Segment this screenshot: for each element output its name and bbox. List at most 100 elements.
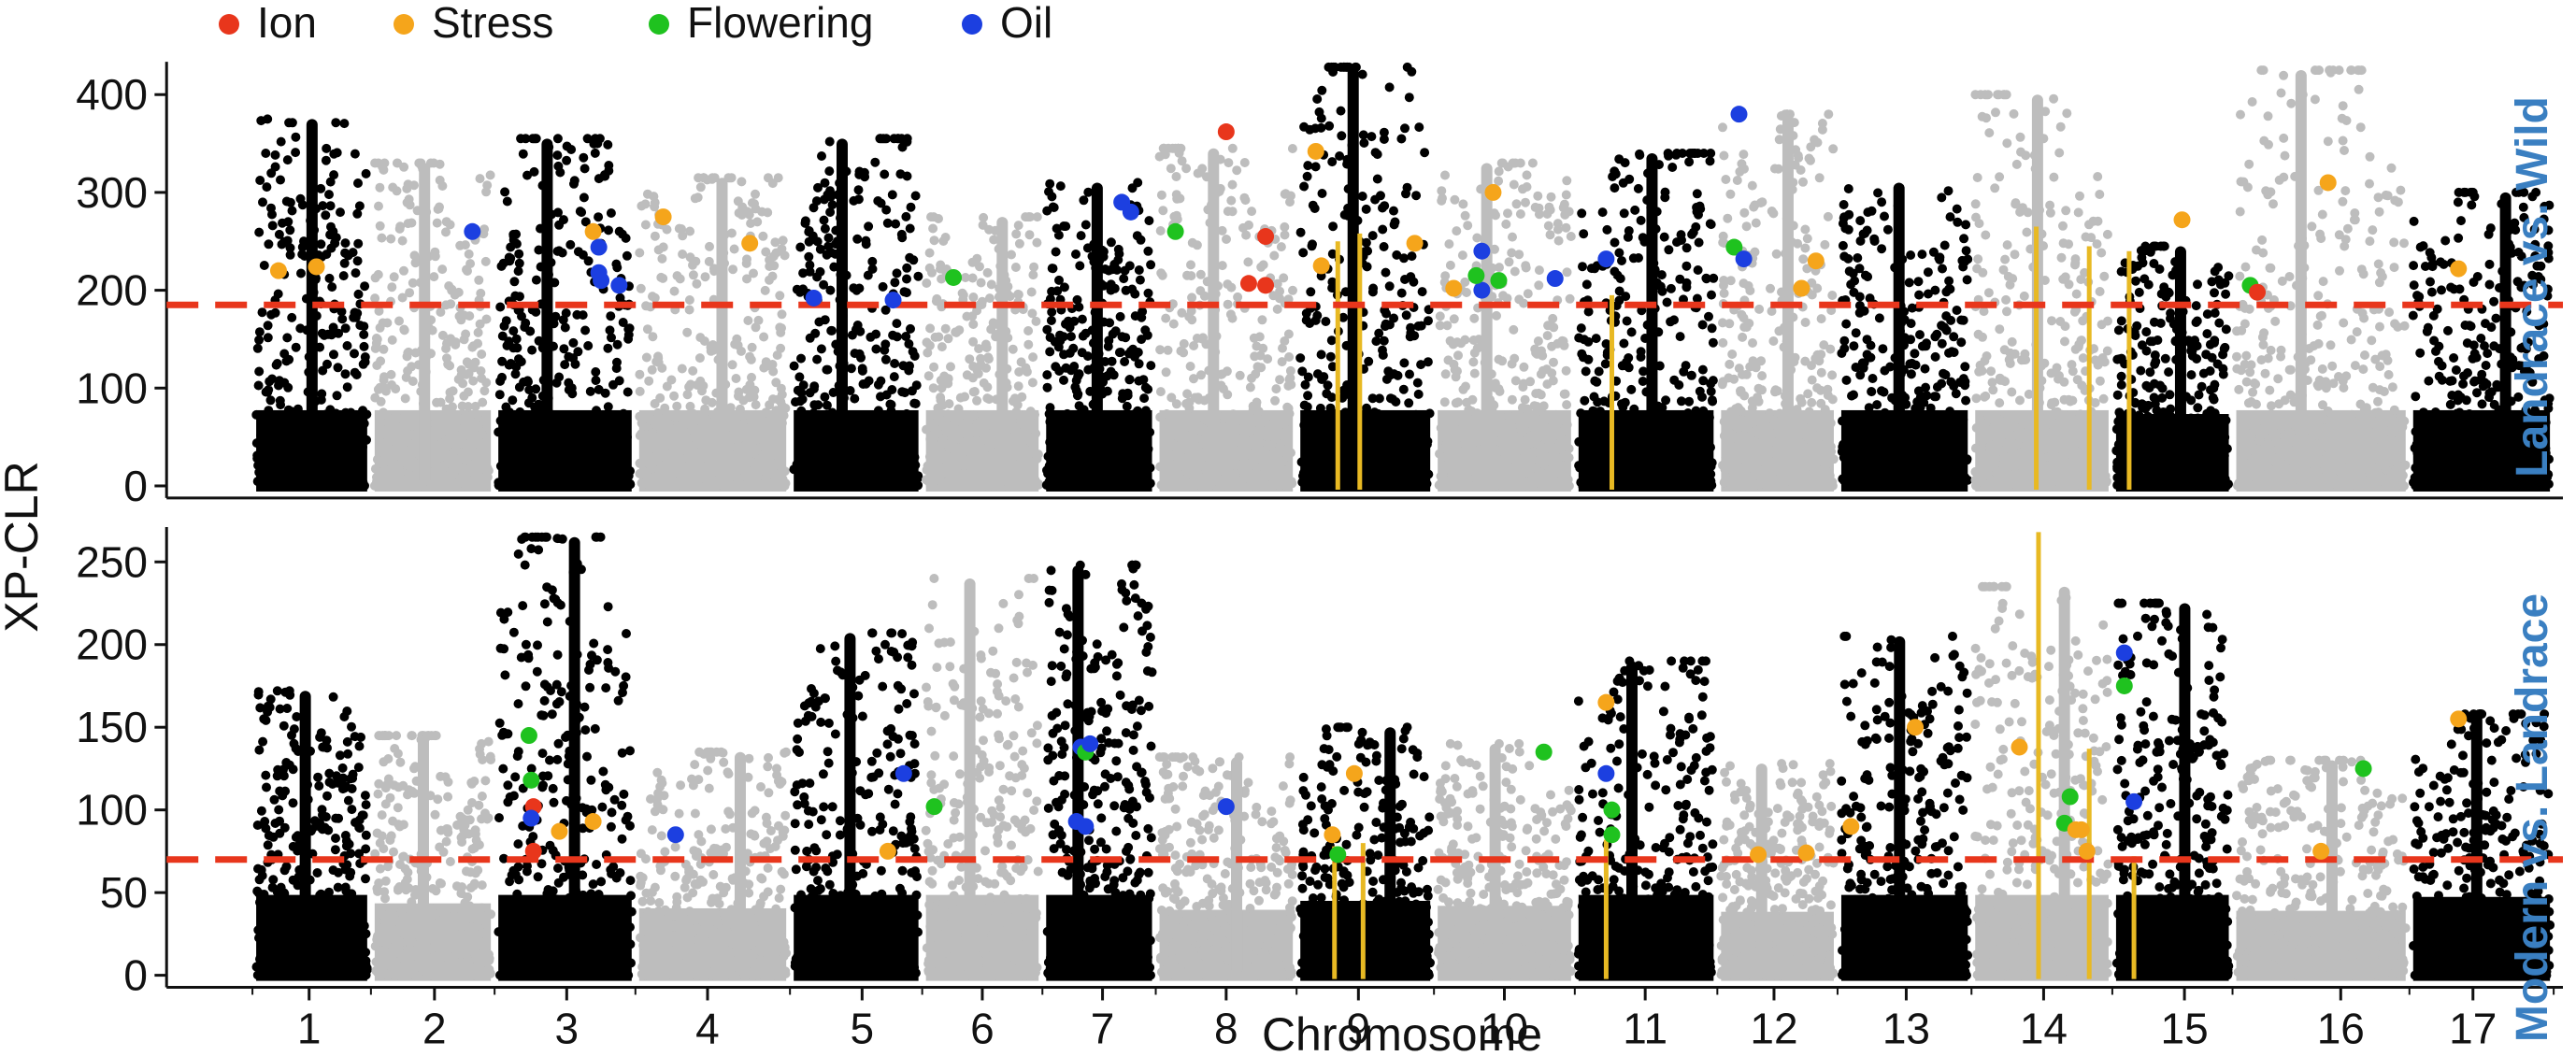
chromosome-7-peak — [1091, 182, 1103, 486]
chromosome-11-peak — [1625, 661, 1638, 976]
gene-point-stress — [741, 235, 759, 252]
legend-swatch-flowering — [649, 14, 669, 35]
gene-point-oil — [1122, 203, 1139, 221]
gene-point-oil — [1077, 818, 1095, 835]
chromosome-2-peak — [419, 163, 431, 486]
gene-point-stress — [2011, 738, 2028, 756]
gene-point-oil — [2115, 644, 2133, 662]
gene-point-stress — [2450, 260, 2468, 278]
gene-point-stress — [2312, 842, 2330, 860]
gene-point-stress — [551, 822, 568, 840]
gene-point-stress — [1597, 693, 1615, 711]
gene-point-stress — [1312, 257, 1330, 275]
gene-point-stress — [879, 842, 896, 860]
x-tick-label: 3 — [555, 1004, 580, 1052]
x-tick-label: 5 — [851, 1004, 875, 1052]
gene-point-oil — [894, 764, 912, 782]
gene-point-stress — [2319, 174, 2337, 192]
chromosome-16-peak — [2295, 70, 2307, 486]
chromosome-9-points — [1295, 722, 1435, 980]
gene-point-oil — [590, 238, 608, 256]
chromosome-14-peak — [2058, 586, 2070, 976]
x-tick-label: 16 — [2317, 1004, 2365, 1052]
y-tick-label: 50 — [100, 868, 148, 917]
chromosome-3-points — [494, 134, 636, 492]
y-tick-label: 0 — [123, 951, 148, 1000]
chromosome-1-peak — [306, 119, 318, 486]
gene-point-oil — [666, 826, 684, 844]
gene-point-oil — [884, 292, 902, 309]
y-tick-label: 400 — [76, 70, 148, 119]
chromosome-9-peak — [1347, 66, 1359, 486]
gene-point-oil — [1546, 270, 1564, 288]
x-tick-label: 12 — [1750, 1004, 1797, 1052]
gene-point-oil — [1597, 764, 1615, 782]
gene-point-oil — [1473, 242, 1491, 260]
chromosome-8-peak — [1208, 148, 1220, 486]
y-tick-label: 250 — [76, 537, 148, 586]
legend: Ion Stress Flowering Oil — [219, 0, 1052, 47]
y-tick-label: 300 — [76, 168, 148, 217]
chromosome-10-peak — [1481, 163, 1493, 486]
chromosome-9-peak — [1384, 727, 1396, 976]
gene-point-oil — [1735, 250, 1753, 268]
gene-point-stress — [1307, 142, 1324, 160]
legend-swatch-oil — [962, 14, 982, 35]
chromosome-15-points — [2111, 598, 2234, 980]
gene-point-flowering — [1535, 743, 1553, 761]
chromosome-13-points — [1837, 184, 1973, 492]
gene-point-flowering — [1329, 846, 1347, 863]
chromosome-4-peak — [734, 751, 746, 976]
y-tick-label: 200 — [76, 621, 148, 669]
legend-label-oil: Oil — [1000, 0, 1052, 47]
gene-point-oil — [610, 277, 628, 294]
gene-point-stress — [584, 813, 602, 831]
x-tick-label: 15 — [2161, 1004, 2209, 1052]
chromosome-1-points — [251, 114, 372, 491]
y-tick-label: 0 — [123, 462, 148, 510]
gene-point-flowering — [1603, 826, 1621, 844]
chromosome-7-peak — [1072, 564, 1084, 976]
y-tick-label: 100 — [76, 364, 148, 412]
gene-point-stress — [584, 222, 602, 240]
gene-point-flowering — [520, 727, 537, 745]
gene-point-oil — [464, 222, 481, 240]
gene-point-ion — [524, 842, 542, 860]
chromosome-17-peak — [2499, 192, 2512, 486]
chromosome-17-points — [2408, 187, 2555, 491]
gene-point-stress — [1797, 844, 1815, 862]
chromosome-12-peak — [1755, 763, 1767, 976]
gene-point-stress — [2450, 710, 2468, 728]
legend-item-stress: Stress — [394, 0, 553, 47]
legend-item-ion: Ion — [219, 0, 317, 47]
chromosome-6-peak — [964, 578, 976, 976]
x-axis: 1 2 3 4 5 6 7 8 9 10 11 12 13 14 15 16 17 — [251, 987, 2555, 1052]
gene-point-flowering — [2115, 677, 2133, 694]
chromosome-7-points — [1041, 178, 1156, 491]
gene-point-oil — [805, 289, 823, 307]
chromosome-16-peak — [2326, 760, 2338, 976]
legend-label-stress: Stress — [432, 0, 553, 47]
chromosome-14-points — [1970, 90, 2112, 491]
chromosome-13-peak — [1893, 182, 1905, 486]
gene-point-flowering — [945, 268, 963, 286]
gene-point-stress — [654, 208, 672, 226]
chromosome-4-points — [636, 747, 792, 980]
chromosome-11-points — [1573, 656, 1718, 980]
y-tick-label: 150 — [76, 703, 148, 751]
gene-point-stress — [1793, 279, 1810, 297]
chromosome-15-peak — [2174, 246, 2186, 486]
chromosome-12-points — [1717, 109, 1839, 491]
gene-point-flowering — [925, 798, 943, 816]
gene-point-stress — [269, 262, 287, 279]
gene-point-oil — [1081, 735, 1099, 752]
chromosome-5-points — [790, 628, 923, 980]
chromosome-11-peak — [1646, 153, 1658, 486]
gene-point-stress — [1807, 252, 1825, 270]
chromosome-2-points — [369, 158, 495, 491]
panel-landrace-vs-wild: 0 100 200 300 400 — [76, 62, 2563, 510]
chromosome-13-peak — [1894, 635, 1906, 976]
x-tick-label: 14 — [2020, 1004, 2068, 1052]
x-tick-label: 10 — [1481, 1004, 1528, 1052]
gene-point-stress — [1484, 183, 1502, 201]
